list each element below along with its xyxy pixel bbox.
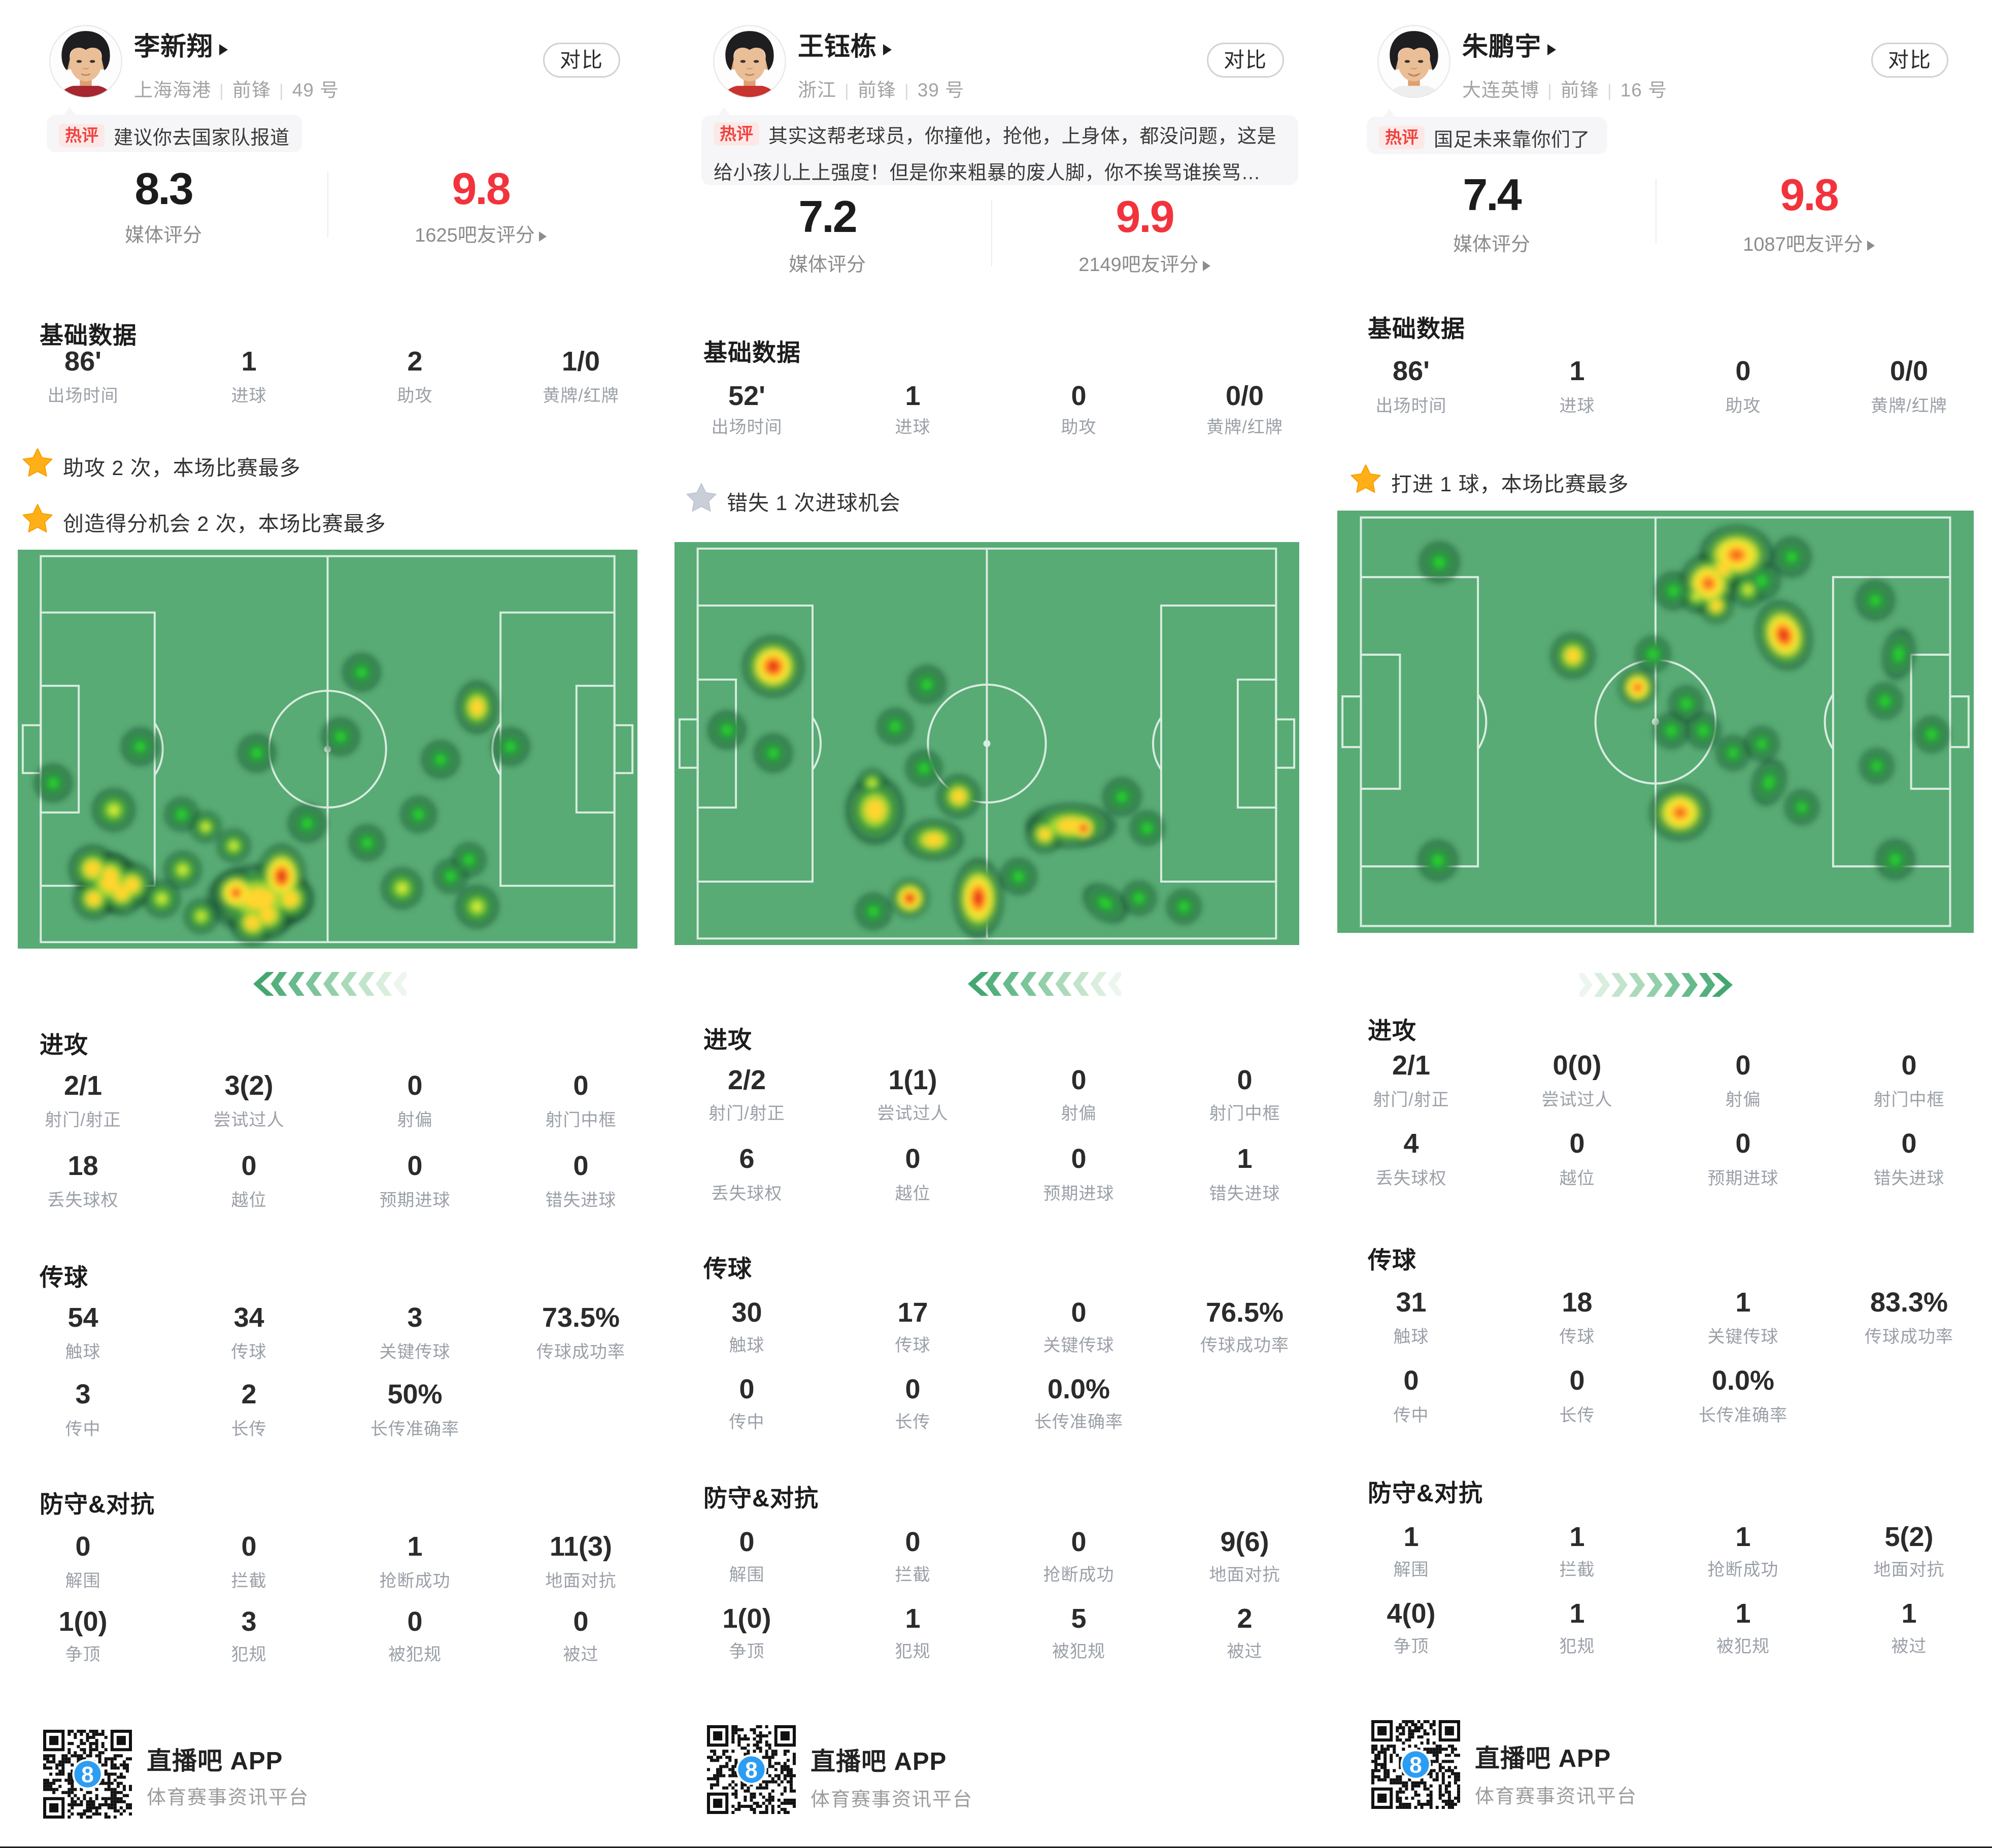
svg-text:8: 8: [745, 1758, 758, 1783]
svg-text:8: 8: [1409, 1753, 1422, 1778]
svg-text:8: 8: [81, 1763, 94, 1788]
